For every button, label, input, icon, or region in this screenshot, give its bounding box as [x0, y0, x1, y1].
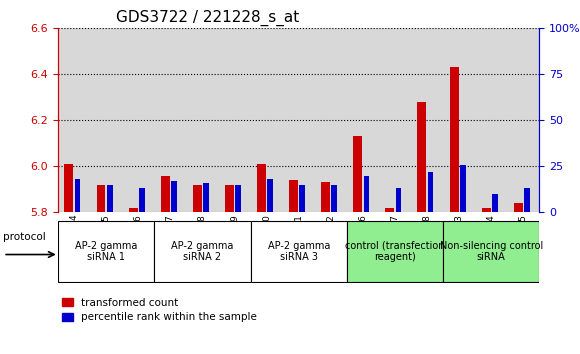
Bar — [443, 28, 475, 212]
Legend: transformed count, percentile rank within the sample: transformed count, percentile rank withi… — [58, 294, 261, 326]
Bar — [364, 176, 369, 212]
Bar — [299, 185, 305, 212]
Bar — [64, 164, 74, 212]
Bar — [186, 28, 219, 212]
Bar — [331, 185, 337, 212]
Bar — [171, 181, 177, 212]
Bar — [257, 164, 266, 212]
Bar — [396, 188, 401, 212]
Bar — [481, 208, 491, 212]
Bar — [427, 172, 433, 212]
Bar — [58, 221, 154, 282]
Bar — [96, 185, 106, 212]
Bar — [219, 28, 251, 212]
Bar — [154, 221, 251, 282]
Bar — [492, 194, 498, 212]
Text: AP-2 gamma
siRNA 2: AP-2 gamma siRNA 2 — [171, 240, 234, 262]
Bar — [203, 183, 209, 212]
Bar — [347, 28, 379, 212]
Bar — [353, 137, 362, 212]
Bar — [90, 28, 122, 212]
Bar — [58, 28, 90, 212]
Bar — [139, 188, 144, 212]
Bar — [225, 185, 234, 212]
Bar — [193, 185, 202, 212]
Bar — [267, 179, 273, 212]
Text: AP-2 gamma
siRNA 1: AP-2 gamma siRNA 1 — [75, 240, 137, 262]
Bar — [154, 28, 186, 212]
Bar — [385, 208, 394, 212]
Bar — [418, 102, 426, 212]
Bar — [75, 179, 81, 212]
Text: AP-2 gamma
siRNA 3: AP-2 gamma siRNA 3 — [267, 240, 330, 262]
Bar — [321, 183, 330, 212]
Bar — [411, 28, 443, 212]
Bar — [524, 188, 530, 212]
Bar — [514, 203, 523, 212]
Bar — [129, 208, 137, 212]
Bar — [161, 176, 170, 212]
Text: control (transfection
reagent): control (transfection reagent) — [345, 240, 445, 262]
Bar — [282, 28, 315, 212]
Bar — [347, 221, 443, 282]
Bar — [289, 180, 298, 212]
Bar — [379, 28, 411, 212]
Bar — [443, 221, 539, 282]
Bar — [235, 185, 241, 212]
Bar — [251, 28, 282, 212]
Bar — [107, 185, 113, 212]
Bar — [475, 28, 508, 212]
Bar — [251, 221, 347, 282]
Text: protocol: protocol — [3, 232, 46, 242]
Bar — [122, 28, 154, 212]
Bar — [460, 165, 466, 212]
Bar — [450, 68, 459, 212]
Bar — [508, 28, 539, 212]
Text: Non-silencing control
siRNA: Non-silencing control siRNA — [440, 240, 543, 262]
Bar — [315, 28, 347, 212]
Text: GDS3722 / 221228_s_at: GDS3722 / 221228_s_at — [116, 9, 299, 25]
